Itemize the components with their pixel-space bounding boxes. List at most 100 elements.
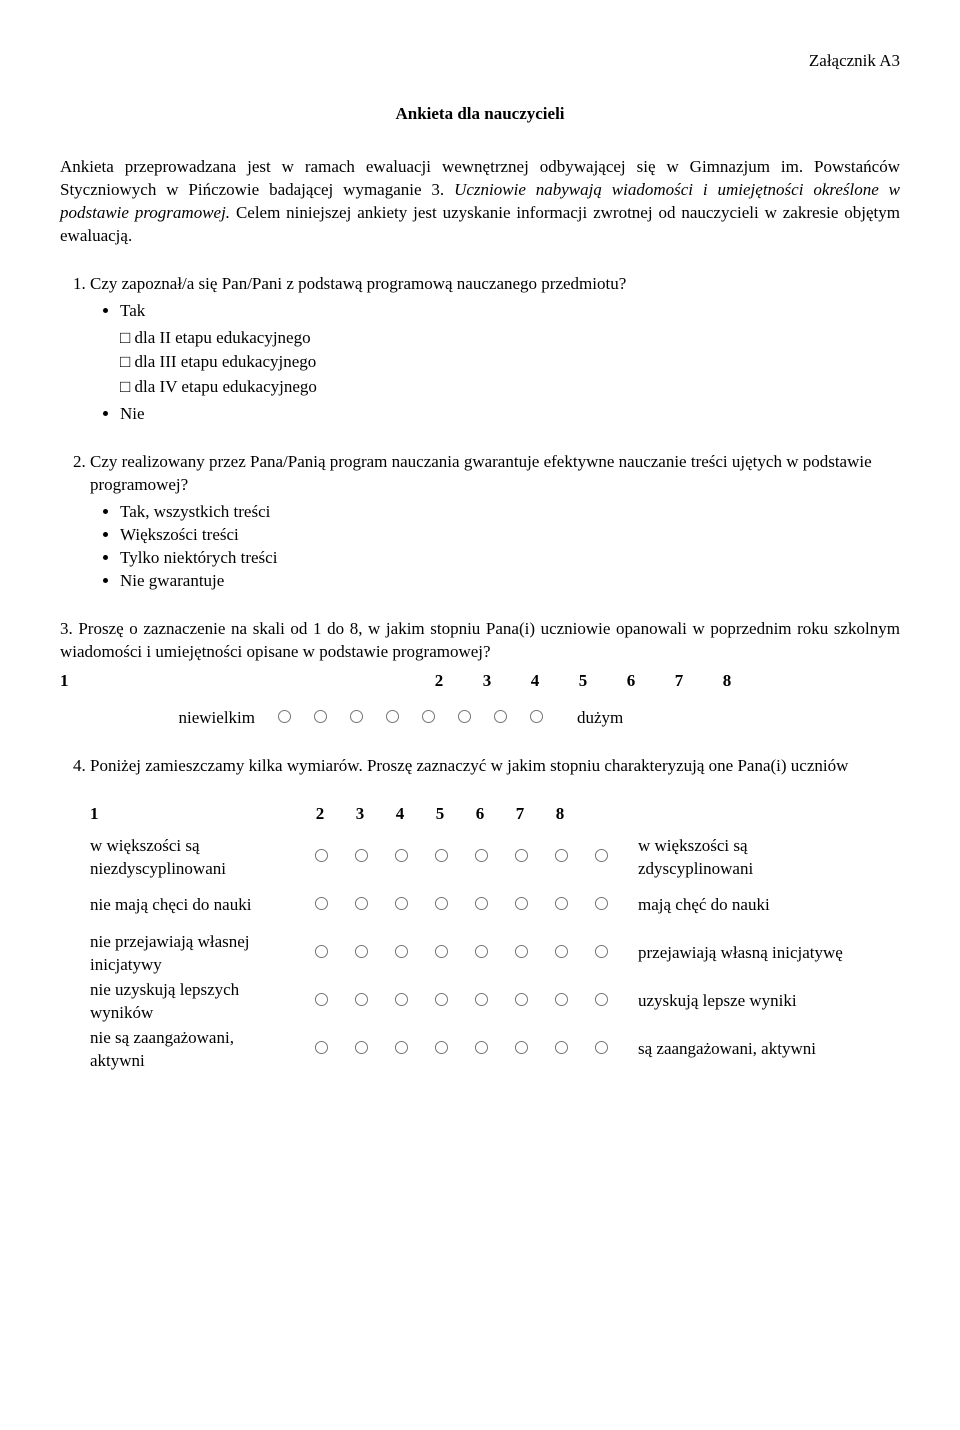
q4-r4-radio-8[interactable] [595,993,608,1006]
q4-r2-radio-1[interactable] [315,897,328,910]
intro-paragraph: Ankieta przeprowadzana jest w ramach ewa… [60,156,900,248]
q3-left-label: niewielkim [60,707,265,730]
q4-r1-radio-2[interactable] [355,849,368,862]
q3-num-2: 2 [415,670,463,693]
q4-r1-left: w większości są niezdyscyplinowani [90,835,300,881]
q4-r2-radio-4[interactable] [435,897,448,910]
q4-r4-radio-2[interactable] [355,993,368,1006]
q1-checkbox-3[interactable]: □ dla IV etapu edukacyjnego [120,376,900,399]
q3-radio-5[interactable] [422,710,435,723]
q4-r1-radio-8[interactable] [595,849,608,862]
q4-r1-radio-1[interactable] [315,849,328,862]
q4-r2-radio-8[interactable] [595,897,608,910]
q1-checkbox-2-label: dla III etapu edukacyjnego [135,352,317,371]
q3-radio-4[interactable] [386,710,399,723]
q4-r5-radio-7[interactable] [555,1041,568,1054]
q4-r3-radio-8[interactable] [595,945,608,958]
q4-r1-radio-3[interactable] [395,849,408,862]
q3-num-1: 1 [60,670,415,693]
q4-r5-radio-3[interactable] [395,1041,408,1054]
q4-row-5: nie są zaangażowani, aktywni są zaangażo… [90,1026,900,1074]
q4-r3-radio-2[interactable] [355,945,368,958]
q4-row-3: nie przejawiają własnej inicjatywy przej… [90,930,900,978]
q4-h2: 2 [300,803,340,826]
question-1: Czy zapoznał/a się Pan/Pani z podstawą p… [90,273,900,427]
q3-right-label: dużym [553,707,623,730]
q4-r5-radio-8[interactable] [595,1041,608,1054]
q3-num-6: 6 [607,670,655,693]
q4-matrix: 1 2 3 4 5 6 7 8 w większości są niezdysc… [90,803,900,1074]
q4-r2-radio-2[interactable] [355,897,368,910]
question-2: Czy realizowany przez Pana/Panią program… [90,451,900,593]
q2-option-1: Tak, wszystkich treści [120,501,900,524]
q4-r3-left: nie przejawiają własnej inicjatywy [90,931,300,977]
q4-r1-radio-6[interactable] [515,849,528,862]
q4-r5-right: są zaangażowani, aktywni [620,1038,848,1061]
q4-r4-radio-4[interactable] [435,993,448,1006]
q4-r2-right: mają chęć do nauki [620,894,848,917]
q2-option-3: Tylko niektórych treści [120,547,900,570]
q4-h3: 3 [340,803,380,826]
q4-r4-right: uzyskują lepsze wyniki [620,990,848,1013]
q4-r2-radio-6[interactable] [515,897,528,910]
q4-h1: 1 [90,803,300,826]
q3-num-7: 7 [655,670,703,693]
q1-option-no: Nie [120,403,900,426]
q2-option-4: Nie gwarantuje [120,570,900,593]
q2-option-2: Większości treści [120,524,900,547]
q4-h7: 7 [500,803,540,826]
q4-r4-radio-1[interactable] [315,993,328,1006]
q4-r4-radio-3[interactable] [395,993,408,1006]
q4-r2-radio-5[interactable] [475,897,488,910]
q4-row-4: nie uzyskują lepszych wyników uzyskują l… [90,978,900,1026]
q4-r1-radio-4[interactable] [435,849,448,862]
document-title: Ankieta dla nauczycieli [60,103,900,126]
q4-h5: 5 [420,803,460,826]
q4-r3-radio-1[interactable] [315,945,328,958]
q4-r2-radio-3[interactable] [395,897,408,910]
q4-h8: 8 [540,803,580,826]
q1-checkbox-1-label: dla II etapu edukacyjnego [135,328,311,347]
q3-radio-1[interactable] [278,710,291,723]
q4-row-1: w większości są niezdyscyplinowani w wię… [90,834,900,882]
q1-checkbox-2[interactable]: □ dla III etapu edukacyjnego [120,351,900,374]
q3-radio-3[interactable] [350,710,363,723]
question-4: Poniżej zamieszczamy kilka wymiarów. Pro… [90,755,900,778]
q4-r1-radio-7[interactable] [555,849,568,862]
q4-r5-radio-2[interactable] [355,1041,368,1054]
attachment-label: Załącznik A3 [60,50,900,73]
q4-r5-radio-6[interactable] [515,1041,528,1054]
q3-radio-7[interactable] [494,710,507,723]
q4-r1-radio-5[interactable] [475,849,488,862]
q4-r5-radio-4[interactable] [435,1041,448,1054]
q4-r3-radio-6[interactable] [515,945,528,958]
q3-radio-6[interactable] [458,710,471,723]
q4-r5-radio-5[interactable] [475,1041,488,1054]
q4-r3-radio-5[interactable] [475,945,488,958]
q4-r5-left: nie są zaangażowani, aktywni [90,1027,300,1073]
q3-num-8: 8 [703,670,751,693]
q1-checkbox-1[interactable]: □ dla II etapu edukacyjnego [120,327,900,350]
q3-num-5: 5 [559,670,607,693]
q3-radio-2[interactable] [314,710,327,723]
question-3-text: 3. Proszę o zaznaczenie na skali od 1 do… [60,618,900,664]
q4-r4-radio-7[interactable] [555,993,568,1006]
q4-r2-radio-7[interactable] [555,897,568,910]
q4-r1-right: w większości są zdyscyplinowani [620,835,848,881]
q3-num-3: 3 [463,670,511,693]
q4-row-2: nie mają chęci do nauki mają chęć do nau… [90,882,900,930]
q1-checkbox-group: □ dla II etapu edukacyjnego □ dla III et… [90,327,900,400]
q4-r3-radio-7[interactable] [555,945,568,958]
q3-scale-header: 1 2 3 4 5 6 7 8 [60,670,900,693]
q4-r4-left: nie uzyskują lepszych wyników [90,979,300,1025]
question-2-text: Czy realizowany przez Pana/Panią program… [90,452,872,494]
q3-radio-8[interactable] [530,710,543,723]
q4-r4-radio-6[interactable] [515,993,528,1006]
q4-r3-radio-4[interactable] [435,945,448,958]
q4-matrix-header: 1 2 3 4 5 6 7 8 [90,803,900,826]
q4-r5-radio-1[interactable] [315,1041,328,1054]
q4-r4-radio-5[interactable] [475,993,488,1006]
q3-scale-row: niewielkim dużym [60,707,900,730]
q4-r3-radio-3[interactable] [395,945,408,958]
q4-r3-right: przejawiają własną inicjatywę [620,942,848,965]
